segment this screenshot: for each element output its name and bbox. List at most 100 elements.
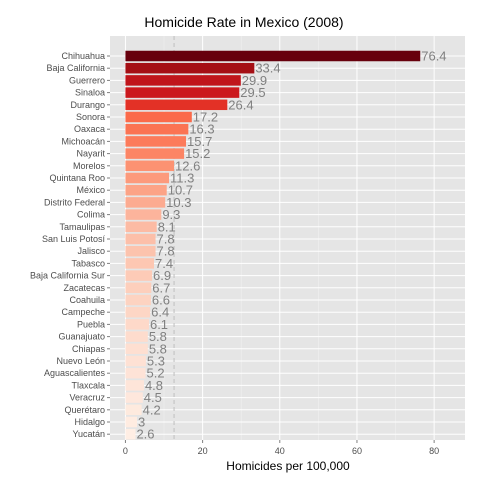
category-label: Nayarit — [76, 149, 105, 159]
x-tick-label: 80 — [429, 446, 439, 456]
data-label: 8.1 — [158, 219, 176, 234]
bar — [125, 258, 154, 269]
bar — [125, 209, 162, 220]
data-label: 6.9 — [153, 268, 171, 283]
bar — [125, 294, 151, 306]
bar — [125, 306, 151, 318]
category-label: Chihuahua — [61, 51, 105, 61]
category-label: Sonora — [76, 112, 105, 122]
data-labels-group: 76.4 33.429.929.526.4 17.216.315.715.212.6… — [136, 49, 446, 442]
bar — [125, 343, 148, 355]
chart-title: Homicide Rate in Mexico (2008) — [144, 14, 343, 30]
data-label: 16.3 — [189, 122, 214, 137]
category-label: Veracruz — [69, 393, 105, 403]
bar — [125, 136, 187, 147]
bar — [125, 404, 142, 416]
category-label: Baja California — [46, 63, 105, 73]
category-label: San Luis Potosí — [42, 234, 106, 244]
category-label: Distrito Federal — [44, 197, 105, 207]
category-label: Tlaxcala — [71, 380, 105, 390]
data-label: 17.2 — [193, 110, 218, 125]
bar — [125, 148, 185, 159]
data-label: 11.3 — [170, 171, 194, 186]
category-label: Quintana Roo — [49, 173, 105, 183]
category-label: Campeche — [61, 307, 105, 317]
bar — [125, 355, 146, 367]
data-label: 10.3 — [166, 195, 191, 210]
category-label: Hidalgo — [74, 417, 105, 427]
data-label: 29.9 — [242, 73, 267, 88]
category-label: Durango — [70, 100, 105, 110]
data-label: 6.6 — [152, 293, 170, 308]
data-label: 15.7 — [187, 134, 212, 149]
bar — [125, 62, 255, 74]
category-label: Michoacán — [61, 136, 105, 146]
x-axis-title: Homicides per 100,000 — [226, 459, 350, 473]
bar — [125, 270, 153, 281]
category-label: Guerrero — [69, 75, 105, 85]
data-label: 76.4 — [421, 49, 446, 64]
data-label: 29.5 — [240, 85, 265, 100]
data-label: 10.7 — [168, 183, 193, 198]
x-axis-ticks: 0 20 40 60 80 — [123, 440, 439, 456]
bar — [125, 331, 148, 342]
bar — [125, 50, 421, 62]
data-label: 9.3 — [162, 207, 180, 222]
data-label: 4.5 — [144, 390, 162, 405]
data-label: 26.4 — [228, 97, 253, 112]
bar — [125, 87, 240, 98]
x-tick-label: 40 — [275, 446, 285, 456]
category-label: Baja California Sur — [30, 271, 105, 281]
bar — [125, 75, 241, 86]
data-label: 6.4 — [151, 305, 169, 320]
category-label: Nuevo León — [56, 356, 105, 366]
category-label: Chiapas — [72, 344, 106, 354]
category-label: Jalisco — [77, 246, 105, 256]
bar — [125, 380, 144, 391]
data-label: 5.3 — [147, 354, 165, 369]
category-label: Guanajuato — [58, 332, 105, 342]
data-label: 5.2 — [147, 366, 165, 381]
data-label: 5.8 — [149, 341, 167, 356]
data-label: 2.6 — [136, 427, 154, 442]
bar — [125, 123, 189, 135]
bar — [125, 282, 152, 294]
category-label: Tabasco — [71, 258, 105, 268]
data-label: 15.2 — [185, 146, 210, 161]
category-label: Colima — [77, 210, 105, 220]
data-label: 7.4 — [155, 256, 173, 271]
category-label: Oaxaca — [74, 124, 105, 134]
data-label: 3 — [138, 415, 145, 430]
category-label: Coahuila — [69, 295, 105, 305]
bar — [125, 172, 170, 184]
data-label: 4.2 — [143, 402, 161, 417]
bar — [125, 111, 192, 123]
bar — [125, 184, 167, 196]
bar — [125, 416, 138, 428]
x-tick-label: 60 — [352, 446, 362, 456]
category-label: Aguascalientes — [44, 368, 106, 378]
category-label: Zacatecas — [63, 283, 105, 293]
data-label: 4.8 — [145, 378, 163, 393]
bar — [125, 160, 175, 172]
category-label: México — [76, 185, 105, 195]
bar — [125, 392, 143, 403]
category-label: Querétaro — [64, 405, 105, 415]
bar — [125, 319, 149, 330]
category-label: Yucatán — [72, 429, 105, 439]
data-label: 6.7 — [152, 280, 170, 295]
category-label: Sinaloa — [75, 88, 105, 98]
data-label: 12.6 — [175, 158, 200, 173]
category-label: Morelos — [73, 161, 106, 171]
bar — [125, 197, 166, 208]
category-labels-group: Chihuahua Baja California Guerrero Sinaloa D… — [30, 51, 110, 439]
x-tick-label: 20 — [198, 446, 208, 456]
bars-group — [125, 50, 421, 440]
bar — [125, 221, 157, 233]
bar — [125, 428, 136, 440]
data-label: 6.1 — [150, 317, 168, 332]
data-label: 5.8 — [149, 329, 167, 344]
data-label: 33.4 — [255, 61, 280, 76]
bar — [125, 99, 228, 111]
